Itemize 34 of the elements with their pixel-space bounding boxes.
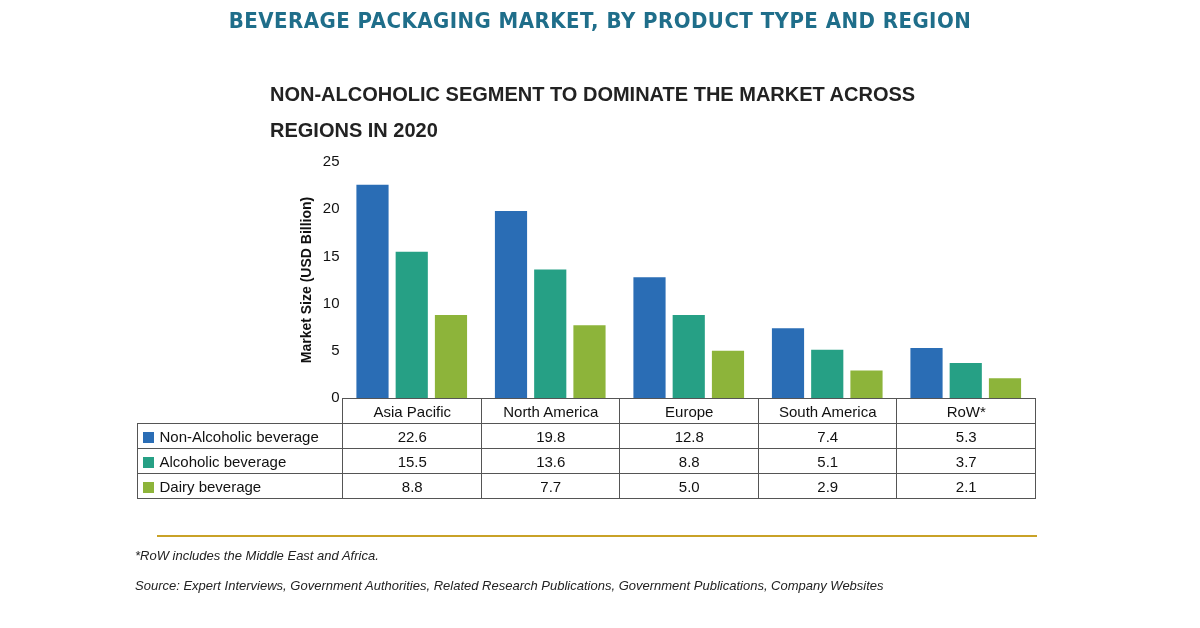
data-label: 12.8 <box>619 423 759 449</box>
legend-label: Non-Alcoholic beverage <box>137 423 343 449</box>
legend-label: Dairy beverage <box>137 473 343 499</box>
data-label: 5.3 <box>896 423 1036 449</box>
legend-label: Alcoholic beverage <box>137 448 343 474</box>
y-tick-label: 5 <box>331 340 340 358</box>
x-tick-label: South America <box>758 398 897 424</box>
y-tick-label: 20 <box>322 199 340 217</box>
y-tick-label: 10 <box>322 293 340 311</box>
y-tick-label: 15 <box>322 246 340 264</box>
x-tick-label: Europe <box>619 398 759 424</box>
data-label: 22.6 <box>342 423 482 449</box>
y-tick-label: 25 <box>322 152 340 170</box>
data-label: 8.8 <box>619 448 759 474</box>
x-tick-label: Asia Pacific <box>342 398 482 424</box>
x-tick-label: RoW* <box>896 398 1036 424</box>
y-axis-title: Market Size (USD Billion) <box>298 196 315 364</box>
chart-subtitle: NON-ALCOHOLIC SEGMENT TO DOMINATE THE MARKET ACROSS REGIONS IN 2020 <box>270 82 917 143</box>
x-tick-label: North America <box>481 398 620 424</box>
chart-title: BEVERAGE PACKAGING MARKET, BY PRODUCT TYPE AND REGION <box>227 8 973 33</box>
data-label: 13.6 <box>481 448 620 474</box>
data-label: 5.1 <box>758 448 897 474</box>
data-label: 8.8 <box>342 473 482 499</box>
data-label: 15.5 <box>342 448 482 474</box>
data-label: 3.7 <box>896 448 1036 474</box>
data-label: 7.7 <box>481 473 620 499</box>
data-label: 19.8 <box>481 423 620 449</box>
data-label: 2.9 <box>758 473 897 499</box>
source-note: Source: Expert Interviews, Government Authorities, Related Research Publications, Government Publications, Company Websites <box>135 578 885 593</box>
text: *RoW includes the Middle East and Africa. <box>135 548 380 563</box>
data-label: 5.0 <box>619 473 759 499</box>
y-tick-label: 0 <box>331 388 340 406</box>
data-label: 7.4 <box>758 423 897 449</box>
data-label: 2.1 <box>896 473 1036 499</box>
